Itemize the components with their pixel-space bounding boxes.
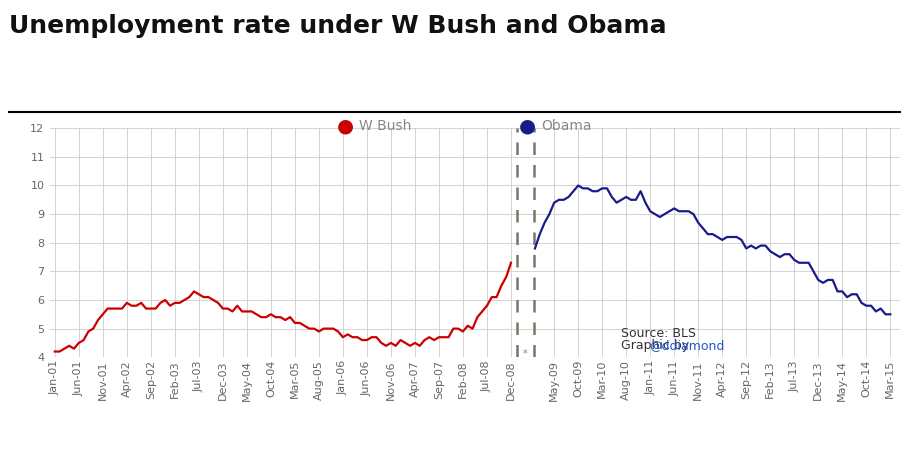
- Text: @ddiamond: @ddiamond: [649, 338, 724, 352]
- Text: *: *: [523, 349, 528, 359]
- Text: Obama: Obama: [541, 119, 592, 133]
- Text: Source: BLS: Source: BLS: [622, 327, 696, 340]
- Text: W Bush: W Bush: [359, 119, 412, 133]
- Text: ●: ●: [337, 116, 354, 136]
- Text: ●: ●: [519, 116, 535, 136]
- Text: Unemployment rate under W Bush and Obama: Unemployment rate under W Bush and Obama: [9, 14, 666, 38]
- Text: Graphic by: Graphic by: [622, 338, 694, 352]
